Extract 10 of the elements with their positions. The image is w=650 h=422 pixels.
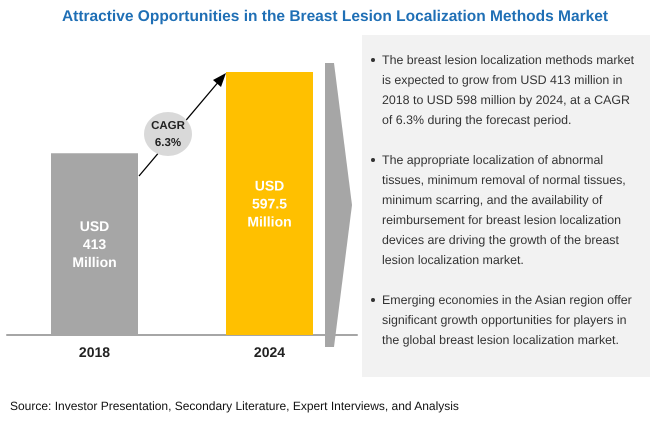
annotation: CAGR 6.3% [150,119,186,151]
text: Emerging economies in the Asian region offer significant growth opportunities for players in the global breast lesion localization market. [382,292,633,349]
x-tick-label: 2024 [254,344,286,360]
chart-title: Attractive Opportunities in the Breast Lesion Localization Methods Market [60,8,610,26]
data-label: USD 413 Million [72,218,117,270]
data-label: USD 597.5 Million [247,178,292,230]
x-tick-label: 2018 [78,344,110,360]
text: The appropriate localization of abnormal tissues, minimum removal of normal tissues, minimum scarring, and the availability of reimbursement for breast lesion localization devices are driving the growth of the breast lesion localization market. [382,152,627,269]
text: The breast lesion localization methods market is expected to grow from USD 413 million in 2018 to USD 598 million by 2024, at a CAGR of 6.3% during the forecast period. [382,52,636,129]
source-note: Source: Investor Presentation, Secondary Literature, Expert Interviews, and Analysis [10,399,459,413]
